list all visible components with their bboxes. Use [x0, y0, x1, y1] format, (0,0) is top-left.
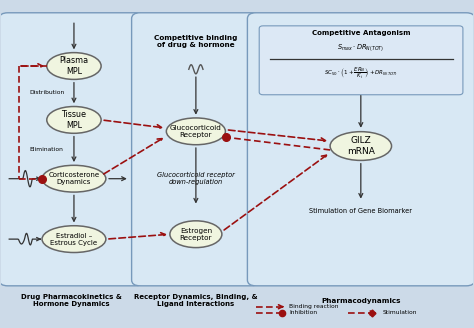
Ellipse shape: [42, 165, 106, 192]
Text: Plasma
MPL: Plasma MPL: [59, 56, 89, 76]
Ellipse shape: [330, 132, 392, 160]
Text: Glucocorticoid receptor
down-regulation: Glucocorticoid receptor down-regulation: [157, 172, 235, 185]
Text: Stimulation: Stimulation: [383, 310, 417, 316]
Ellipse shape: [42, 226, 106, 253]
Text: Drug Pharmacokinetics &
Hormone Dynamics: Drug Pharmacokinetics & Hormone Dynamics: [21, 294, 122, 307]
Text: Competitive Antagonism: Competitive Antagonism: [311, 31, 410, 36]
Text: Stimulation of Gene Biomarker: Stimulation of Gene Biomarker: [310, 208, 412, 215]
Text: Glucocorticoid
Receptor: Glucocorticoid Receptor: [170, 125, 222, 138]
Text: Competitive binding
of drug & hormone: Competitive binding of drug & hormone: [154, 35, 237, 48]
FancyBboxPatch shape: [259, 26, 463, 95]
FancyBboxPatch shape: [132, 13, 260, 286]
Text: Corticosterone
Dynamics: Corticosterone Dynamics: [48, 172, 100, 185]
Text: $S_{max} \cdot DR_{N(TOT)}$: $S_{max} \cdot DR_{N(TOT)}$: [337, 42, 384, 53]
Text: Receptor Dynamics, Binding, &
Ligand Interactions: Receptor Dynamics, Binding, & Ligand Int…: [134, 294, 258, 307]
Text: Pharmacodynamics: Pharmacodynamics: [321, 297, 401, 303]
Text: Tissue
MPL: Tissue MPL: [62, 110, 86, 130]
Ellipse shape: [47, 52, 101, 79]
FancyBboxPatch shape: [247, 13, 474, 286]
Text: Elimination: Elimination: [29, 147, 64, 152]
FancyBboxPatch shape: [0, 13, 144, 286]
Text: Distribution: Distribution: [29, 91, 64, 95]
Ellipse shape: [170, 221, 222, 248]
Text: Binding reaction: Binding reaction: [289, 304, 338, 309]
Text: Estrogen
Receptor: Estrogen Receptor: [180, 228, 212, 241]
Ellipse shape: [47, 107, 101, 133]
Text: Inhibition: Inhibition: [289, 310, 317, 316]
Text: $SC_{50} \cdot \left(1 + \dfrac{ER_N}{K_i}\right) + DR_{N(TOT)}$: $SC_{50} \cdot \left(1 + \dfrac{ER_N}{K_…: [324, 65, 398, 81]
Text: GILZ
mRNA: GILZ mRNA: [347, 136, 375, 156]
Ellipse shape: [166, 118, 226, 145]
Text: Estradiol –
Estrous Cycle: Estradiol – Estrous Cycle: [50, 233, 98, 246]
